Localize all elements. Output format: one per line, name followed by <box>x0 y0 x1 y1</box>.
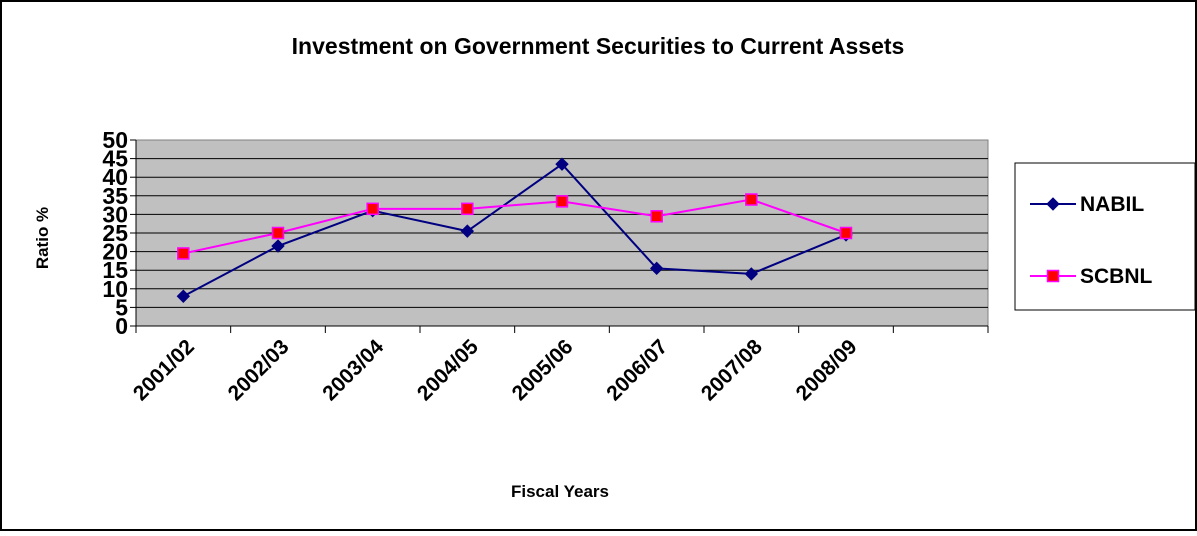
y-tick-label: 0 <box>115 313 128 339</box>
data-point <box>460 224 475 238</box>
legend-box <box>1014 162 1196 311</box>
y-tick-label: 45 <box>102 146 128 172</box>
data-point <box>366 202 379 216</box>
series-line-scbnl <box>183 198 847 255</box>
y-tick-label: 40 <box>102 164 128 190</box>
legend: NABIL SCBNL <box>1014 162 1196 311</box>
y-tick-label: 15 <box>102 257 128 283</box>
legend-label-scbnl: SCBNL <box>1080 265 1153 288</box>
data-point <box>839 226 853 240</box>
y-axis-title: Ratio % <box>33 207 52 269</box>
x-axis-title: Fiscal Years <box>511 482 609 501</box>
y-tick-label: 35 <box>102 183 128 209</box>
data-point <box>555 157 569 171</box>
y-tick-label: 25 <box>102 220 128 246</box>
data-point <box>745 193 758 206</box>
y-tick-label: 20 <box>102 239 128 265</box>
data-point <box>744 267 759 281</box>
y-tick-label: 30 <box>102 201 128 227</box>
legend-marker-icon <box>1046 197 1060 211</box>
data-point <box>461 202 474 216</box>
legend-label-nabil: NABIL <box>1080 193 1144 216</box>
data-point <box>650 210 663 223</box>
chart-title: Investment on Government Securities to C… <box>292 33 905 59</box>
data-point <box>177 247 190 260</box>
y-tick-label: 50 <box>102 127 128 153</box>
series-line-nabil <box>182 162 847 298</box>
legend-marker-icon <box>1046 269 1060 283</box>
series-layer <box>176 157 853 303</box>
data-point <box>649 261 664 276</box>
data-point <box>555 195 569 208</box>
y-tick-label: 10 <box>102 276 128 302</box>
y-tick-label: 5 <box>115 294 128 320</box>
legend-entries: NABIL SCBNL <box>1030 193 1153 288</box>
data-point <box>271 239 285 253</box>
data-point <box>271 226 285 240</box>
data-point <box>176 289 191 303</box>
